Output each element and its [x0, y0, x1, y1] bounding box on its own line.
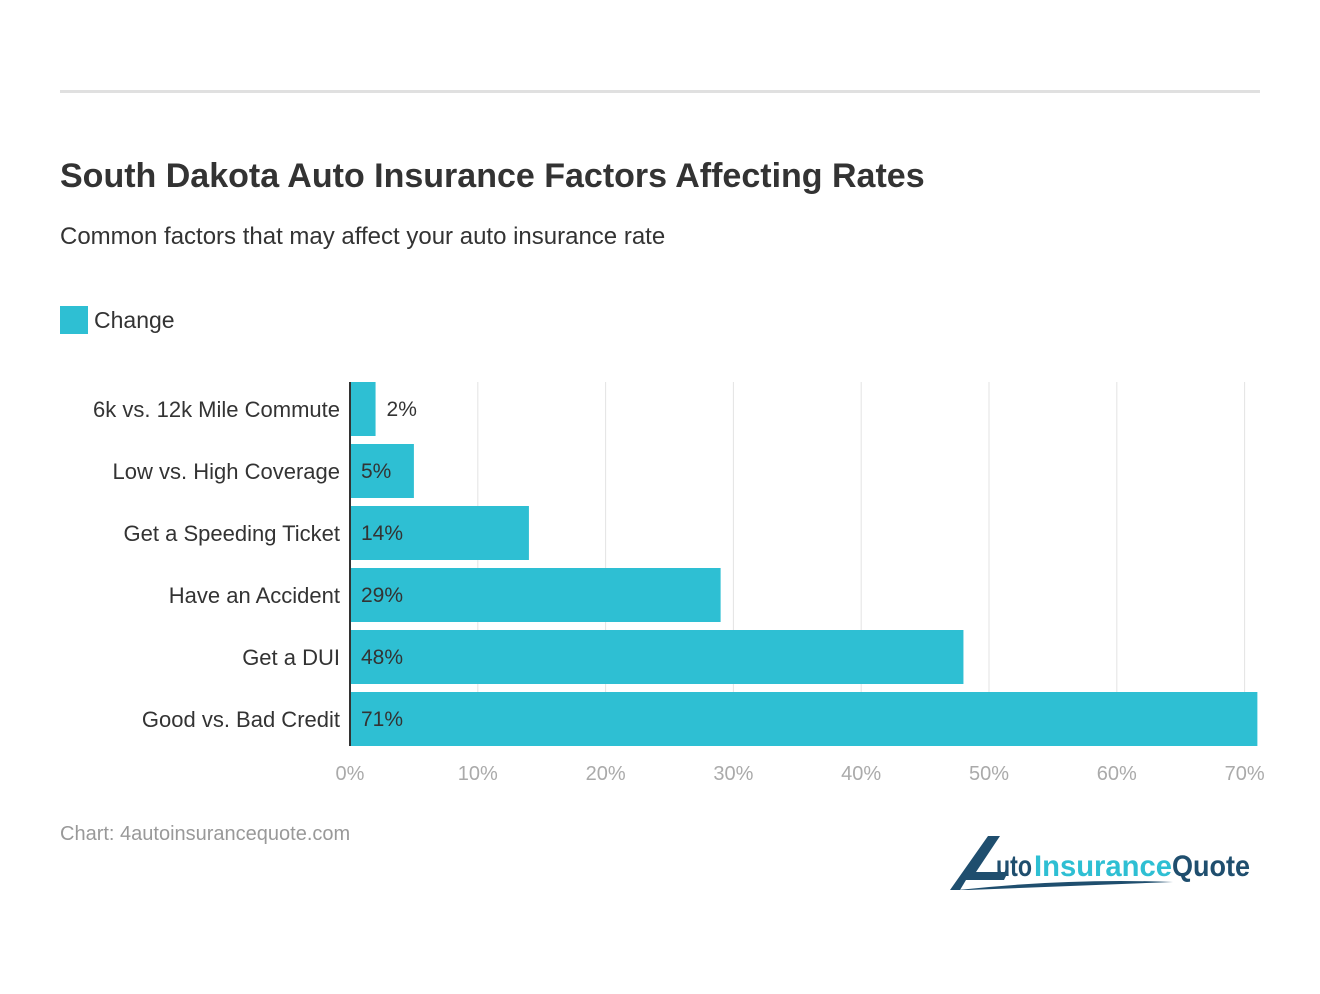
x-tick-label: 30%	[713, 763, 753, 785]
x-tick-label: 50%	[969, 763, 1009, 785]
x-tick-label: 20%	[586, 763, 626, 785]
chart-subtitle: Common factors that may affect your auto…	[60, 223, 666, 250]
bar	[350, 692, 1258, 746]
bar	[350, 382, 376, 436]
data-label: 14%	[361, 522, 403, 545]
top-divider	[60, 90, 1260, 93]
y-category-label: Have an Accident	[169, 583, 340, 608]
svg-text:Quote: Quote	[1172, 850, 1250, 883]
data-label: 71%	[361, 708, 403, 731]
bar	[350, 568, 721, 622]
y-category-label: Low vs. High Coverage	[113, 459, 340, 484]
bar	[350, 630, 964, 684]
x-tick-label: 40%	[841, 763, 881, 785]
bar	[350, 444, 414, 498]
logo: uto Insurance Quote	[950, 836, 1250, 890]
y-category-label: 6k vs. 12k Mile Commute	[93, 397, 340, 422]
data-label: 5%	[361, 460, 391, 483]
legend-label: Change	[94, 306, 175, 333]
svg-text:uto: uto	[996, 850, 1032, 883]
chart-title: South Dakota Auto Insurance Factors Affe…	[60, 157, 925, 195]
legend: Change	[60, 306, 175, 334]
y-category-label: Good vs. Bad Credit	[142, 707, 340, 732]
y-category-label: Get a Speeding Ticket	[124, 521, 340, 546]
data-label: 48%	[361, 646, 403, 669]
bar	[350, 506, 529, 560]
svg-text:Insurance: Insurance	[1034, 850, 1172, 883]
y-category-label: Get a DUI	[242, 645, 340, 670]
legend-swatch	[60, 306, 88, 334]
chart-source: Chart: 4autoinsurancequote.com	[60, 823, 351, 845]
x-tick-label: 10%	[458, 763, 498, 785]
x-tick-label: 0%	[336, 763, 365, 785]
data-label: 29%	[361, 584, 403, 607]
x-tick-label: 70%	[1225, 763, 1265, 785]
x-tick-label: 60%	[1097, 763, 1137, 785]
data-label: 2%	[387, 398, 417, 421]
